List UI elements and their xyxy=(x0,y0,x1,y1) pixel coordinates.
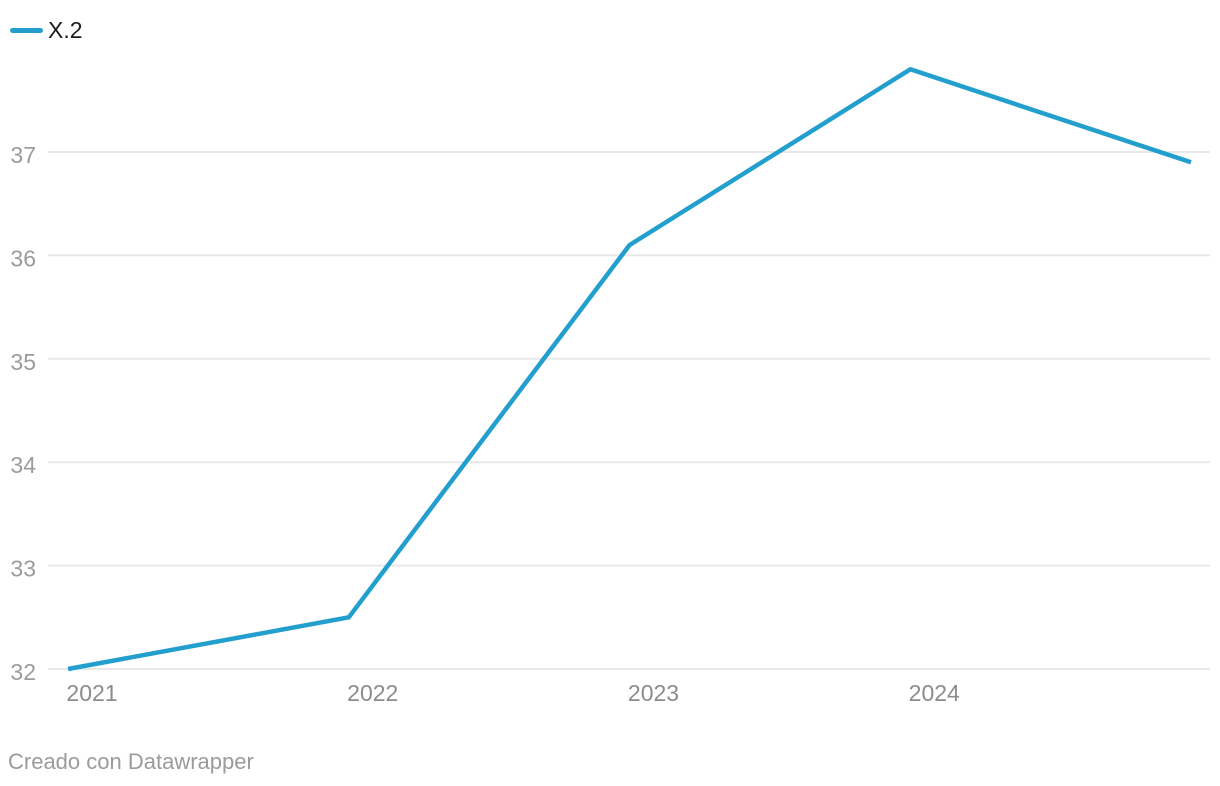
y-tick-label: 36 xyxy=(10,245,36,271)
legend-series-label: X.2 xyxy=(48,17,83,43)
x-tick-label: 2022 xyxy=(347,680,398,706)
series-line xyxy=(67,67,1192,672)
legend-line-swatch-icon xyxy=(10,28,43,33)
chart-legend: X.2 xyxy=(10,19,83,42)
datawrapper-credit-link[interactable]: Creado con Datawrapper xyxy=(8,749,254,774)
y-tick-label: 33 xyxy=(10,556,36,582)
y-tick-label: 34 xyxy=(10,452,36,478)
line-chart-canvas: 37 36 35 34 33 32 2021 2022 2023 2024 xyxy=(10,67,1210,706)
y-tick-label: 32 xyxy=(10,659,36,685)
x-tick-label: 2024 xyxy=(909,680,960,706)
y-tick-label: 35 xyxy=(10,349,36,375)
y-tick-label: 37 xyxy=(10,142,36,168)
x-tick-label: 2021 xyxy=(66,680,117,706)
x-tick-label: 2023 xyxy=(628,680,679,706)
